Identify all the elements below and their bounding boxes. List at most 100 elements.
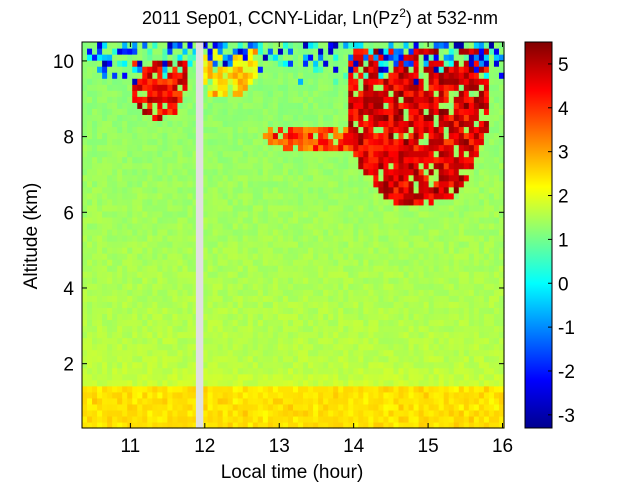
heatmap-cell — [112, 114, 118, 122]
heatmap-cell — [463, 114, 470, 122]
heatmap-cell — [423, 373, 430, 381]
heatmap-cell — [338, 235, 344, 242]
heatmap-cell — [293, 42, 299, 49]
heatmap-cell — [393, 421, 400, 429]
heatmap-cell — [403, 138, 410, 146]
heatmap-cell — [212, 126, 219, 134]
heatmap-cell — [237, 66, 244, 73]
heatmap-cell — [257, 307, 264, 315]
heatmap-cell — [132, 235, 138, 242]
heatmap-cell — [388, 162, 395, 170]
heatmap-cell — [107, 180, 113, 188]
heatmap-cell — [172, 385, 179, 393]
heatmap-cell — [192, 409, 199, 417]
heatmap-cell — [408, 373, 415, 381]
heatmap-cell — [262, 180, 269, 188]
heatmap-cell — [232, 222, 239, 230]
heatmap-cell — [313, 355, 319, 363]
heatmap-cell — [87, 102, 93, 109]
heatmap-cell — [142, 307, 148, 315]
heatmap-cell — [132, 150, 138, 158]
heatmap-cell — [468, 295, 475, 302]
heatmap-cell — [458, 108, 465, 115]
heatmap-cell — [227, 72, 234, 79]
heatmap-cell — [453, 277, 460, 284]
heatmap-cell — [443, 114, 450, 122]
heatmap-cell — [82, 126, 88, 134]
heatmap-cell — [363, 415, 369, 423]
heatmap-cell — [428, 210, 435, 218]
heatmap-cell — [368, 265, 374, 272]
heatmap-cell — [323, 108, 329, 115]
heatmap-cell — [343, 301, 349, 308]
heatmap-cell — [112, 307, 118, 315]
heatmap-cell — [97, 409, 103, 417]
heatmap-cell — [187, 174, 194, 182]
heatmap-cell — [177, 295, 184, 302]
heatmap-cell — [328, 42, 334, 49]
heatmap-cell — [132, 126, 138, 134]
heatmap-cell — [353, 343, 359, 351]
heatmap-cell — [192, 313, 199, 321]
heatmap-cell — [167, 289, 174, 296]
heatmap-cell — [137, 144, 143, 152]
heatmap-cell — [373, 204, 379, 212]
heatmap-cell — [378, 210, 385, 218]
heatmap-cell — [328, 373, 334, 381]
heatmap-cell — [348, 367, 354, 375]
heatmap-cell — [182, 150, 189, 158]
heatmap-cell — [107, 90, 113, 97]
heatmap-cell — [433, 397, 440, 405]
heatmap-cell — [343, 373, 349, 381]
heatmap-cell — [398, 253, 405, 260]
heatmap-cell — [418, 84, 425, 91]
heatmap-cell — [97, 48, 103, 55]
heatmap-cell — [353, 349, 359, 357]
heatmap-cell — [102, 409, 108, 417]
heatmap-cell — [132, 331, 138, 339]
heatmap-cell — [242, 90, 249, 97]
heatmap-cell — [388, 90, 395, 97]
heatmap-cell — [142, 265, 148, 272]
heatmap-cell — [177, 313, 184, 321]
heatmap-cell — [87, 289, 93, 296]
heatmap-cell — [438, 367, 445, 375]
heatmap-cell — [182, 277, 189, 284]
heatmap-cell — [333, 228, 339, 236]
heatmap-cell — [217, 54, 224, 61]
heatmap-cell — [142, 108, 148, 115]
heatmap-cell — [82, 114, 88, 122]
heatmap-cell — [287, 228, 294, 236]
heatmap-cell — [343, 361, 349, 369]
heatmap-cell — [293, 415, 299, 423]
heatmap-cell — [192, 174, 199, 182]
heatmap-cell — [428, 198, 435, 206]
heatmap-cell — [368, 367, 374, 375]
heatmap-cell — [293, 162, 299, 170]
heatmap-cell — [277, 156, 284, 164]
heatmap-cell — [247, 114, 254, 122]
heatmap-cell — [333, 84, 339, 91]
heatmap-cell — [262, 271, 269, 278]
heatmap-cell — [463, 319, 470, 327]
heatmap-cell — [453, 283, 460, 290]
heatmap-cell — [393, 120, 400, 128]
heatmap-cell — [293, 228, 299, 236]
heatmap-cell — [237, 283, 244, 290]
heatmap-cell — [438, 168, 445, 176]
heatmap-cell — [438, 132, 445, 140]
heatmap-cell — [132, 210, 138, 218]
heatmap-cell — [222, 42, 229, 49]
heatmap-cell — [453, 48, 460, 55]
heatmap-cell — [127, 156, 133, 164]
heatmap-cell — [282, 313, 289, 321]
heatmap-cell — [172, 138, 179, 146]
heatmap-cell — [418, 228, 425, 236]
heatmap-cell — [282, 108, 289, 115]
heatmap-cell — [97, 144, 103, 152]
heatmap-cell — [398, 192, 405, 200]
heatmap-cell — [303, 415, 309, 423]
heatmap-cell — [443, 66, 450, 73]
heatmap-cell — [368, 192, 374, 200]
